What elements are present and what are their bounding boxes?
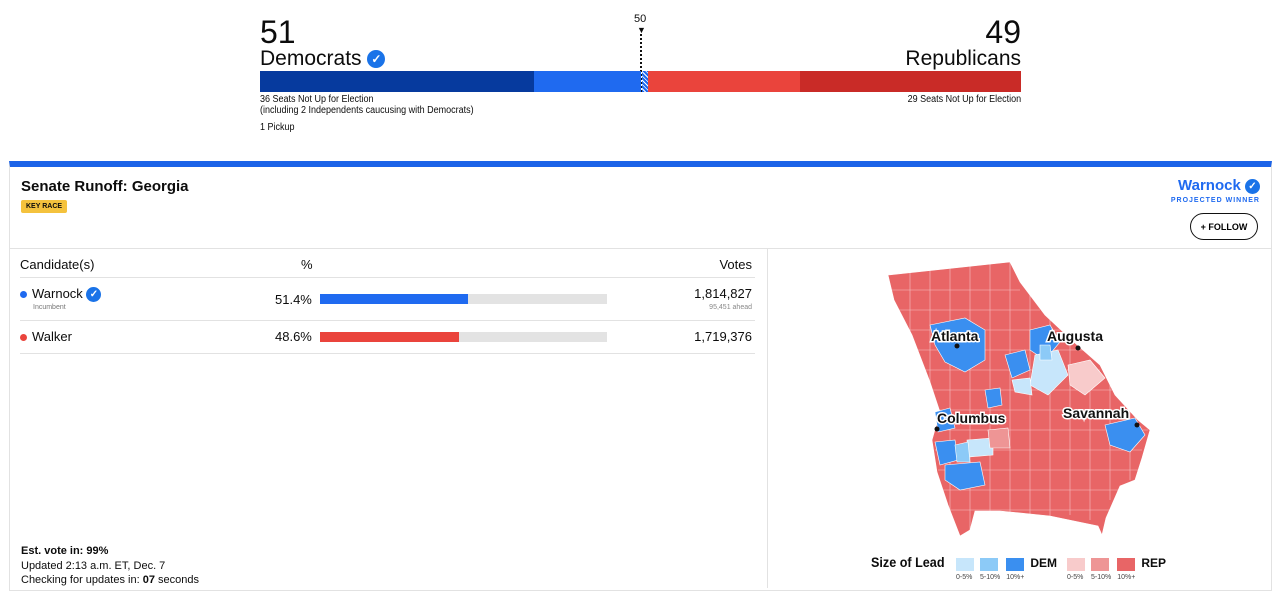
rep-seat-count: 49 (985, 14, 1021, 50)
winner-name: Warnock (1178, 177, 1241, 194)
legend-range: 0-5% (956, 574, 973, 581)
augusta-marker (1075, 345, 1081, 351)
savannah-marker (1134, 422, 1140, 428)
pct-bar-fill (320, 294, 468, 304)
est-value: 99% (86, 545, 109, 557)
check-icon: ✓ (1245, 178, 1260, 194)
dem-label-text: Democrats (260, 47, 362, 70)
candidate-pct: 51.4% (275, 292, 312, 307)
legend-swatch (1117, 558, 1136, 572)
candidate-pct: 48.6% (275, 329, 312, 344)
key-race-badge: KEY RACE (21, 200, 68, 213)
rep-not-up-bar (800, 71, 1021, 92)
legend-item: 5-10% (1091, 556, 1111, 581)
projected-winner: Warnock ✓ (1178, 177, 1260, 194)
majority-marker-icon: ▼ (637, 25, 646, 35)
est-label: Est. vote in: (21, 545, 84, 557)
legend-swatch (1006, 558, 1025, 572)
check-icon: ✓ (367, 50, 386, 69)
city-label-augusta: Augusta (1047, 328, 1103, 344)
dem-seat-count: 51 (260, 14, 296, 50)
legend-range: 10%+ (1117, 574, 1136, 581)
city-label-savannah: Savannah (1063, 405, 1129, 421)
pickup-hatch (642, 71, 648, 92)
dem-note-2: (including 2 Independents caucusing with… (260, 105, 474, 116)
pct-bar (320, 332, 607, 342)
dem-won-bar (534, 71, 641, 92)
column-divider (767, 248, 768, 588)
rep-label: Republicans (905, 47, 1021, 70)
legend-range: 0-5% (1067, 574, 1084, 581)
checking-suffix: seconds (158, 574, 199, 586)
rep-note: 29 Seats Not Up for Election (907, 94, 1021, 105)
legend-rep-label: REP (1141, 556, 1167, 570)
updated-time: Updated 2:13 a.m. ET, Dec. 7 (21, 559, 166, 572)
legend-item: 10%+ (1117, 556, 1135, 581)
legend-title: Size of Lead (871, 554, 945, 570)
header-candidate: Candidate(s) (20, 257, 95, 272)
candidate-name-text: Warnock (32, 286, 83, 301)
table-row: Walker 48.6% 1,719,376 (20, 321, 755, 354)
legend-dem-label: DEM (1030, 556, 1058, 570)
incumbent-label: Incumbent (33, 304, 66, 311)
race-title: Senate Runoff: Georgia (21, 178, 189, 195)
rep-dot-icon (20, 334, 27, 342)
pct-bar-fill (320, 332, 460, 342)
header-votes: Votes (719, 257, 752, 272)
majority-label: 50 (634, 13, 647, 25)
table-header: Candidate(s) % Votes (20, 257, 755, 278)
legend-dem: 0-5% 5-10% 10%+ DEM (956, 556, 1057, 581)
rep-won-bar (648, 71, 800, 92)
legend-item: 5-10% (980, 556, 1000, 581)
georgia-state[interactable] (887, 261, 1151, 537)
follow-button[interactable]: + FOLLOW (1190, 213, 1258, 240)
atlanta-marker (954, 343, 960, 349)
divider (10, 248, 1272, 249)
legend-item: 0-5% (1067, 556, 1085, 581)
city-markers (934, 343, 1140, 432)
candidate-name: Walker (20, 329, 72, 344)
lean-rep-counties (987, 359, 1106, 449)
legend-swatch (1091, 558, 1109, 572)
candidate-votes: 1,719,376 (694, 329, 752, 344)
dem-not-up-bar (260, 71, 534, 92)
legend-range: 5-10% (980, 574, 1001, 581)
candidate-name: Warnock ✓ (20, 286, 102, 303)
legend-item: 0-5% (956, 556, 974, 581)
race-status: Est. vote in: 99% Updated 2:13 a.m. ET, … (21, 544, 199, 588)
legend-swatch (1067, 558, 1085, 572)
legend-rep: 0-5% 5-10% 10%+ REP (1067, 556, 1166, 581)
columbus-marker (934, 426, 940, 432)
est-vote: Est. vote in: 99% (21, 544, 199, 559)
pct-bar (320, 294, 607, 304)
city-label-atlanta: Atlanta (931, 328, 979, 344)
countdown: 07 (142, 574, 155, 586)
checking-prefix: Checking for updates in: (21, 574, 140, 586)
check-icon: ✓ (86, 287, 102, 303)
projected-winner-label: PROJECTED WINNER (1170, 197, 1260, 204)
header-pct: % (301, 257, 313, 272)
lean-dem-counties (954, 344, 1069, 463)
votes-ahead: 95,451 ahead (709, 304, 752, 311)
table-row: Warnock ✓ Incumbent 51.4% 1,814,827 95,4… (20, 278, 755, 321)
dem-note: 36 Seats Not Up for Election (260, 94, 374, 105)
candidate-votes: 1,814,827 (694, 286, 752, 301)
pickup-note: 1 Pickup (260, 122, 295, 133)
legend-item: 10%+ (1006, 556, 1024, 581)
legend-range: 5-10% (1091, 574, 1112, 581)
dem-dot-icon (20, 291, 27, 299)
legend-range: 10%+ (1006, 574, 1025, 581)
legend-swatch (980, 558, 998, 572)
dem-label: Democrats ✓ (260, 47, 386, 70)
candidate-name-text: Walker (32, 329, 72, 344)
checking-updates: Checking for updates in: 07 seconds (21, 573, 199, 588)
majority-line (640, 34, 642, 92)
city-label-columbus: Columbus (937, 410, 1006, 426)
legend-swatch (956, 558, 974, 572)
